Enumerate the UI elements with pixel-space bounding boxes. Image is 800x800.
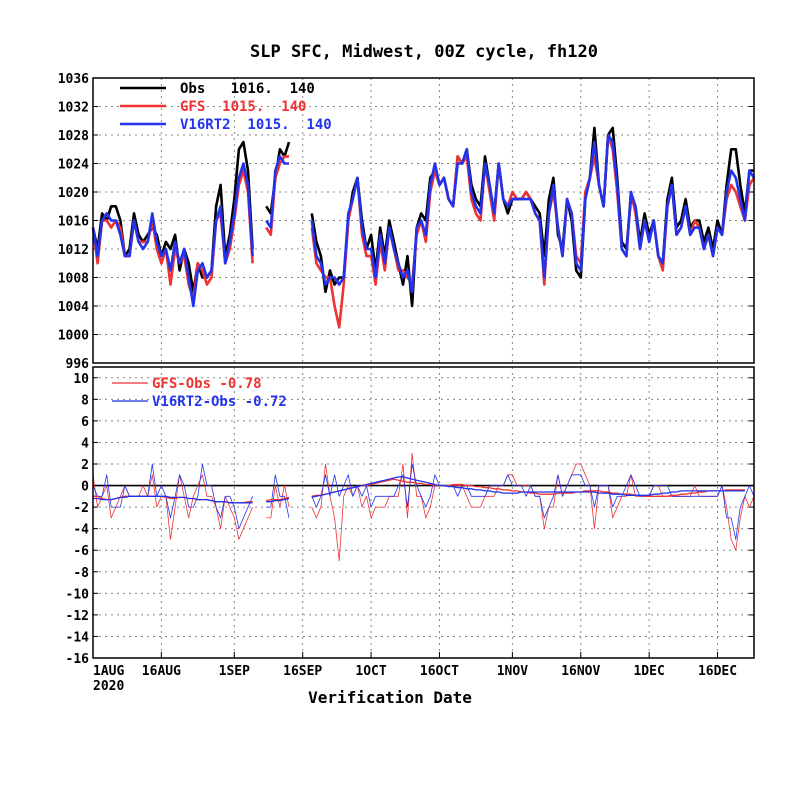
top-ytick-label: 1036	[58, 72, 89, 87]
top-series-v16-2	[91, 133, 756, 308]
bottom-panel: -16 -14 -12 -10 -8 -6 -4 -2 0 2 4 6 8 10 GFS-Obs -0.78…	[66, 366, 755, 667]
x-tick-sublabel: 2020	[93, 679, 124, 694]
bottom-legend-gfs: GFS-Obs -0.78	[152, 376, 262, 392]
x-tick-label: 16SEP	[283, 664, 322, 679]
bottom-ytick-label: -2	[73, 501, 89, 516]
bottom-ytick-label: -4	[73, 523, 89, 538]
bottom-ytick-label: -14	[66, 630, 90, 645]
bottom-frame	[92, 366, 755, 659]
bottom-legend-v16: V16RT2-Obs -0.72	[152, 394, 287, 410]
x-tick-label: 16NOV	[561, 664, 600, 679]
bottom-ytick-label: 8	[81, 393, 89, 408]
x-tick-label: 16OCT	[420, 664, 459, 679]
x-tick-label: 1NOV	[497, 664, 528, 679]
x-axis-label: Verification Date	[308, 688, 472, 707]
x-tick-label: 1OCT	[355, 664, 386, 679]
chart-title: SLP SFC, Midwest, 00Z cycle, fh120	[250, 42, 598, 62]
top-ytick-label: 1020	[58, 186, 89, 201]
top-ytick-label: 1032	[58, 101, 89, 116]
top-legend-gfs: GFS 1015. 140	[180, 99, 306, 115]
bottom-ytick-label: 2	[81, 458, 89, 473]
x-tick-label: 16AUG	[142, 664, 181, 679]
x-tick-label: 1AUG	[93, 664, 124, 679]
top-ytick-label: 1016	[58, 215, 89, 230]
top-ytick-label: 1000	[58, 329, 89, 344]
bottom-ytick-label: 0	[81, 480, 89, 495]
top-legend-obs: Obs 1016. 140	[180, 81, 315, 97]
top-legend-v16: V16RT2 1015. 140	[180, 117, 332, 133]
top-ytick-label: 996	[66, 357, 90, 372]
x-tick-label: 16DEC	[698, 664, 737, 679]
top-ytick-label: 1012	[58, 243, 89, 258]
top-series-obs-0	[91, 126, 754, 308]
bottom-ytick-label: -10	[66, 587, 90, 602]
bottom-ytick-label: -16	[66, 652, 90, 667]
top-ytick-label: 1008	[58, 272, 89, 287]
x-tick-label: 1SEP	[219, 664, 250, 679]
top-ytick-label: 1004	[58, 300, 89, 315]
bottom-ytick-label: 10	[73, 372, 89, 387]
bottom-ytick-label: -12	[66, 609, 89, 624]
top-panel: 996 1000 1004 1008 1012 1016 1020 1024 1028 1032 1…	[58, 72, 756, 372]
bottom-ytick-label: 6	[81, 415, 89, 430]
x-tick-label: 1DEC	[633, 664, 664, 679]
bottom-ytick-label: -6	[73, 544, 89, 559]
bottom-ytick-label: -8	[73, 566, 89, 581]
bottom-ytick-label: 4	[81, 436, 89, 451]
top-ytick-label: 1028	[58, 129, 89, 144]
bottom-series-v16-3	[93, 476, 745, 504]
top-frame	[92, 77, 755, 364]
top-ytick-label: 1024	[58, 158, 89, 173]
